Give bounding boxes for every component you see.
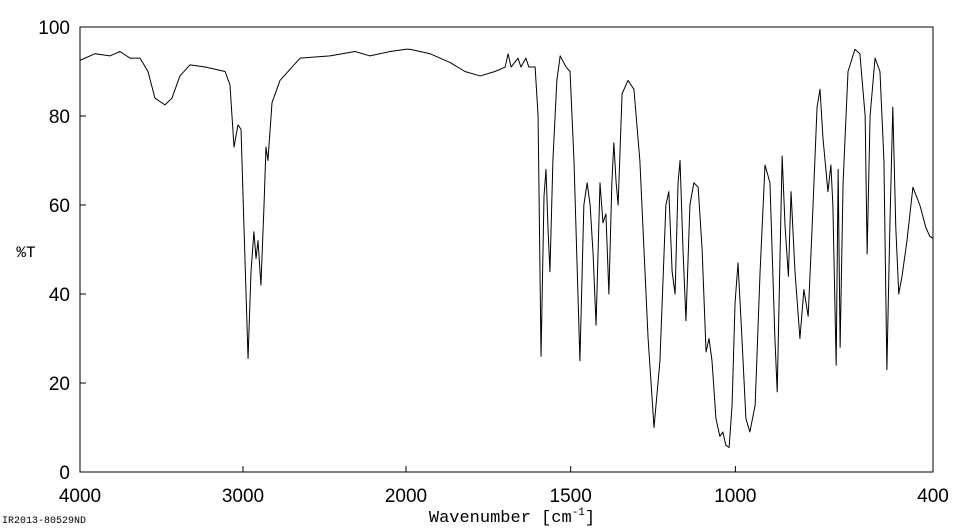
x-tick-label: 2000 — [385, 486, 427, 507]
x-axis-label-sup: -1 — [572, 507, 586, 519]
plot-frame — [79, 26, 934, 473]
x-tick-label: 4000 — [59, 486, 101, 507]
y-tick-label: 0 — [59, 463, 70, 484]
y-tick-label: 80 — [49, 107, 70, 128]
x-tick-label: 1000 — [714, 486, 756, 507]
y-axis-label: %T — [16, 244, 35, 262]
y-tick-label: 40 — [49, 285, 70, 306]
footnote: IR2013-80529ND — [2, 516, 86, 527]
x-axis-label-text: Wavenumber [cm — [429, 509, 572, 528]
y-tick-label: 60 — [49, 196, 70, 217]
x-axis-label-end: ] — [585, 509, 595, 528]
x-axis-label: Wavenumber [cm-1] — [429, 507, 595, 528]
x-tick-label: 3000 — [222, 486, 264, 507]
x-tick-label: 400 — [917, 486, 949, 507]
y-tick-label: 100 — [38, 18, 70, 39]
x-tick-label: 1500 — [550, 486, 592, 507]
spectrum-line — [79, 48, 934, 449]
y-tick-label: 20 — [49, 374, 70, 395]
